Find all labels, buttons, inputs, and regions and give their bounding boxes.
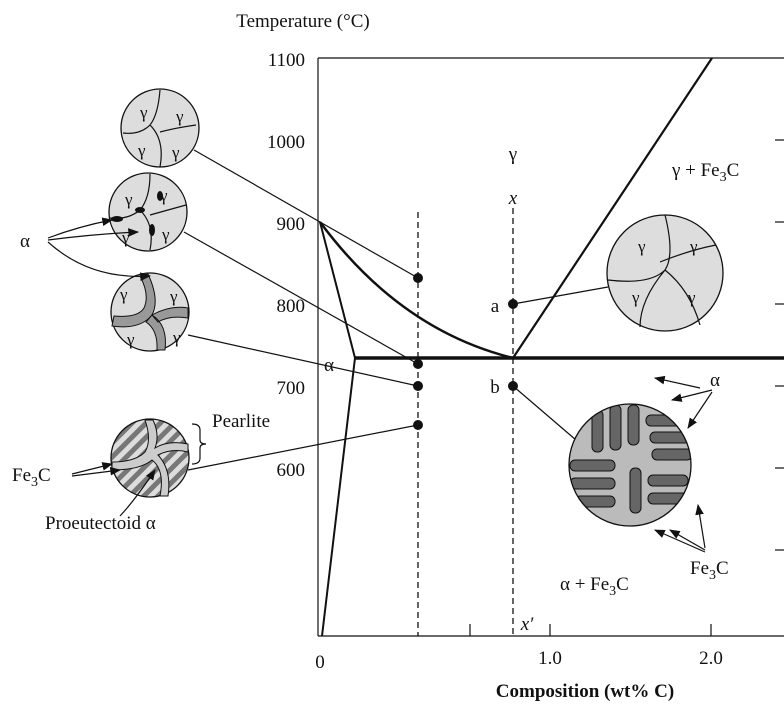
x-axis-title: Composition (wt% C) [496,681,674,702]
region-label: γ [508,144,517,165]
y-tick-label: 1000 [267,132,305,153]
y-tick-label: 900 [277,214,306,235]
text: γ [171,143,180,162]
point-label: a [491,296,500,317]
text: γ [124,190,133,209]
y-tick-label: 700 [277,378,306,399]
label: α [20,231,30,252]
label: Fe3C [690,558,729,583]
text: γ [159,186,168,205]
text: C [38,465,51,486]
text: γ [637,237,646,256]
text: γ [687,288,696,307]
text: 3 [709,568,716,583]
text: 3 [609,584,616,599]
microstructure-4 [111,419,189,497]
text: α + Fe [560,574,609,595]
text: γ [175,107,184,126]
microstructure-b [569,404,692,526]
points [413,273,518,430]
region-label: α [324,355,334,376]
text: γ [689,237,698,256]
text: Fe [12,465,31,486]
x-tick-label: 0 [315,652,325,673]
text: 3 [31,475,38,490]
point-label: x′ [520,614,534,635]
y-tick-label: 600 [277,460,306,481]
point-label: x [508,188,518,209]
label: Fe3C [12,465,51,490]
point-label: b [490,377,500,398]
text: γ [121,228,130,247]
text: Fe [690,558,709,579]
microstructure-a: γ γ γ γ [607,215,723,331]
text: C [727,160,740,181]
text: C [616,574,629,595]
x-tick-label: 1.0 [538,648,562,669]
region-label: γ + Fe3C [671,160,739,185]
label: Proeutectoid α [45,513,156,534]
text: γ [172,328,181,347]
label: α [710,370,720,391]
text: γ [169,287,178,306]
phase-diagram: Temperature (°C) 1100 1000 900 800 700 6… [0,0,784,706]
microstructure-3: γ γ γ γ [111,273,189,351]
text: C [716,558,729,579]
text: 3 [720,170,727,185]
text: γ [631,288,640,307]
text: γ [139,103,148,122]
y-tick-label: 1100 [268,50,305,71]
text: γ [119,285,128,304]
text: γ [137,141,146,160]
text: γ [161,225,170,244]
label: Pearlite [212,411,270,432]
brace [192,424,206,464]
text: γ [126,330,135,349]
text: γ + Fe [671,160,720,181]
phase-boundaries [320,58,784,636]
region-label: α + Fe3C [560,574,629,599]
y-axis-title: Temperature (°C) [236,11,369,32]
y-tick-label: 800 [277,296,306,317]
x-tick-label: 2.0 [699,648,723,669]
